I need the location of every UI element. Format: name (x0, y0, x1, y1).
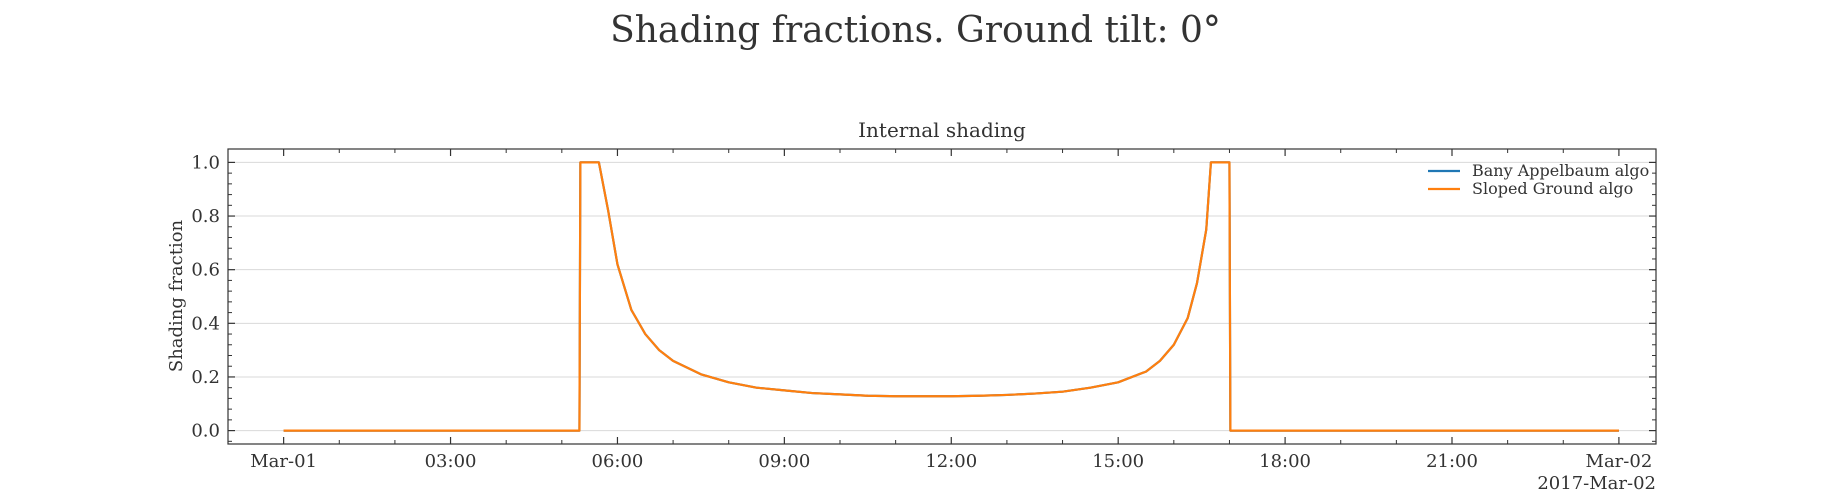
x-tick-label: 09:00 (758, 451, 810, 472)
x-tick-label: 18:00 (1259, 451, 1311, 472)
x-tick-label: 15:00 (1092, 451, 1144, 472)
series-layer (283, 161, 1619, 432)
y-axis-label: Shading fraction (166, 219, 187, 372)
legend-label: Bany Appelbaum algo (1472, 161, 1649, 180)
x-tick-label: 06:00 (592, 451, 644, 472)
plot-frame (227, 148, 1657, 445)
figure-title: Shading fractions. Ground tilt: 0° (610, 10, 1221, 51)
series-line-bany-appelbaum (283, 161, 1619, 432)
y-tick-label: 0.0 (191, 421, 220, 442)
x-tick-label: Mar-02 (1586, 451, 1653, 472)
ticks (228, 149, 1656, 444)
x-tick-label: 21:00 (1426, 451, 1478, 472)
tick-labels: 0.0 0.2 0.4 0.6 0.8 1.0 Mar-01 03:00 06:00 09:00 1… (191, 152, 1652, 472)
axes-title: Internal shading (858, 118, 1026, 142)
y-tick-label: 1.0 (191, 152, 220, 173)
y-tick-label: 0.6 (191, 260, 220, 281)
y-tick-label: 0.4 (191, 313, 220, 334)
x-tick-label: 03:00 (425, 451, 477, 472)
series-line-sloped-ground (283, 161, 1619, 432)
grid-lines (228, 161, 1656, 432)
x-tick-label: 12:00 (925, 451, 977, 472)
x-axis-offset-label: 2017-Mar-02 (1537, 473, 1656, 493)
y-tick-label: 0.8 (191, 206, 220, 227)
x-tick-label: Mar-01 (250, 451, 317, 472)
y-tick-label: 0.2 (191, 367, 220, 388)
legend-label: Sloped Ground algo (1472, 179, 1633, 198)
